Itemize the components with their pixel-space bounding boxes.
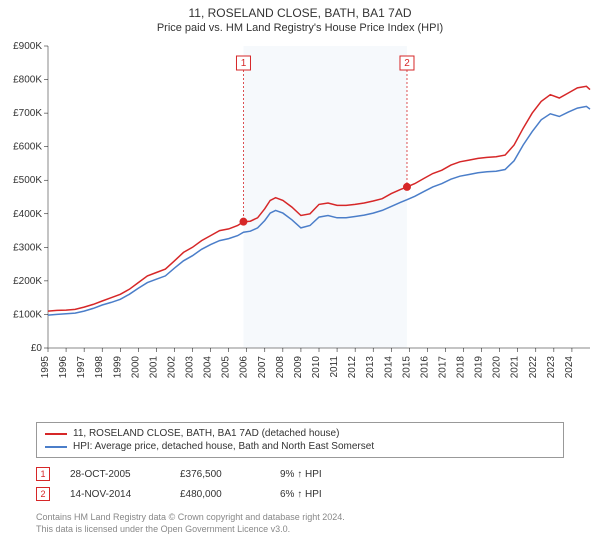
- svg-text:2: 2: [404, 58, 410, 69]
- sale-row: 1 28-OCT-2005 £376,500 9% ↑ HPI: [36, 464, 564, 484]
- svg-text:2018: 2018: [456, 356, 467, 379]
- svg-text:2021: 2021: [510, 356, 521, 379]
- svg-text:2002: 2002: [166, 356, 177, 379]
- legend-label: 11, ROSELAND CLOSE, BATH, BA1 7AD (detac…: [73, 428, 339, 439]
- svg-text:2004: 2004: [203, 356, 214, 379]
- svg-text:2008: 2008: [275, 356, 286, 379]
- chart-subtitle: Price paid vs. HM Land Registry's House …: [0, 20, 600, 38]
- svg-text:1999: 1999: [112, 356, 123, 379]
- svg-text:1995: 1995: [40, 356, 51, 379]
- sale-price: £480,000: [180, 489, 260, 500]
- svg-text:1: 1: [241, 58, 247, 69]
- chart-title: 11, ROSELAND CLOSE, BATH, BA1 7AD: [0, 0, 600, 20]
- svg-text:£900K: £900K: [13, 41, 42, 52]
- svg-text:2014: 2014: [383, 356, 394, 379]
- svg-text:2013: 2013: [365, 356, 376, 379]
- svg-text:2007: 2007: [257, 356, 268, 379]
- sale-date: 14-NOV-2014: [70, 489, 160, 500]
- price-chart-svg: £0 £100K £200K £300K £400K £500K £600K £700K £80…: [0, 38, 600, 418]
- svg-text:2009: 2009: [293, 356, 304, 379]
- svg-text:2001: 2001: [148, 356, 159, 379]
- svg-text:2000: 2000: [130, 356, 141, 379]
- svg-text:1996: 1996: [58, 356, 69, 379]
- svg-text:2022: 2022: [528, 356, 539, 379]
- svg-text:£0: £0: [31, 343, 43, 354]
- svg-text:£200K: £200K: [13, 276, 42, 287]
- svg-text:2011: 2011: [329, 356, 340, 378]
- svg-text:£800K: £800K: [13, 75, 42, 86]
- sale-marker-box: 2: [36, 487, 50, 501]
- svg-text:2020: 2020: [492, 356, 503, 379]
- svg-text:£300K: £300K: [13, 242, 42, 253]
- legend-label: HPI: Average price, detached house, Bath…: [73, 441, 374, 452]
- svg-text:£600K: £600K: [13, 142, 42, 153]
- legend: 11, ROSELAND CLOSE, BATH, BA1 7AD (detac…: [36, 422, 564, 458]
- sale-pct: 9% ↑ HPI: [280, 469, 322, 480]
- svg-text:2019: 2019: [474, 356, 485, 379]
- svg-text:2024: 2024: [564, 356, 575, 379]
- svg-text:2016: 2016: [419, 356, 430, 379]
- footer-attribution: Contains HM Land Registry data © Crown c…: [36, 512, 564, 535]
- svg-text:2012: 2012: [347, 356, 358, 379]
- svg-text:2015: 2015: [401, 356, 412, 379]
- chart-area: £0 £100K £200K £300K £400K £500K £600K £700K £80…: [0, 38, 600, 418]
- svg-text:£500K: £500K: [13, 175, 42, 186]
- svg-text:2006: 2006: [239, 356, 250, 379]
- sale-pct: 6% ↑ HPI: [280, 489, 322, 500]
- sale-marker-box: 1: [36, 467, 50, 481]
- svg-text:2005: 2005: [221, 356, 232, 379]
- svg-text:2010: 2010: [311, 356, 322, 379]
- sale-date: 28-OCT-2005: [70, 469, 160, 480]
- legend-item-hpi: HPI: Average price, detached house, Bath…: [45, 440, 555, 453]
- svg-text:2023: 2023: [546, 356, 557, 379]
- legend-item-subject: 11, ROSELAND CLOSE, BATH, BA1 7AD (detac…: [45, 427, 555, 440]
- svg-text:1998: 1998: [94, 356, 105, 379]
- svg-text:2003: 2003: [185, 356, 196, 379]
- svg-text:1997: 1997: [76, 356, 87, 379]
- sale-price: £376,500: [180, 469, 260, 480]
- svg-text:£400K: £400K: [13, 209, 42, 220]
- svg-text:2017: 2017: [437, 356, 448, 379]
- sales-list: 1 28-OCT-2005 £376,500 9% ↑ HPI 2 14-NOV…: [36, 464, 564, 504]
- sale-row: 2 14-NOV-2014 £480,000 6% ↑ HPI: [36, 484, 564, 504]
- svg-text:£100K: £100K: [13, 309, 42, 320]
- svg-text:£700K: £700K: [13, 108, 42, 119]
